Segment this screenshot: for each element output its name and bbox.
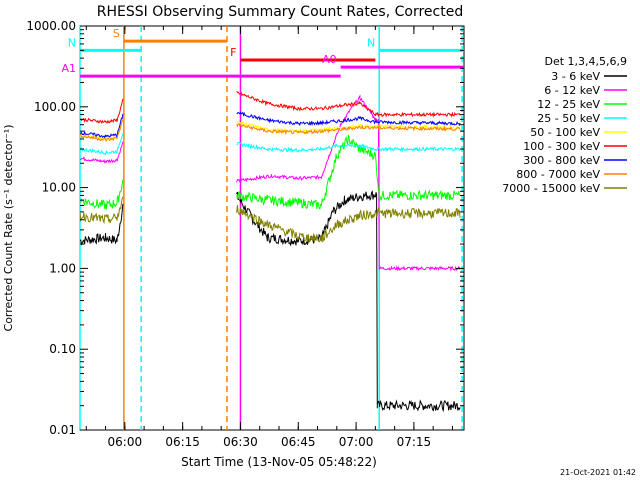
series-line xyxy=(80,113,124,139)
legend-entry: 800 - 7000 keV xyxy=(516,168,600,181)
series-line xyxy=(236,141,461,153)
x-tick-label: 06:15 xyxy=(165,435,200,449)
y-tick-label: 1.00 xyxy=(49,261,76,275)
x-tick-label: 07:15 xyxy=(397,435,432,449)
series-line xyxy=(236,189,461,413)
series-line xyxy=(236,134,461,210)
chart-title: RHESSI Observing Summary Count Rates, Co… xyxy=(97,4,463,20)
x-axis: 06:00 06:15 06:30 06:45 07:00 07:15 xyxy=(85,26,453,449)
legend-title: Det 1,3,4,5,6,9 xyxy=(544,55,627,68)
flag-label: F xyxy=(230,46,236,59)
legend-entry: 300 - 800 keV xyxy=(523,154,600,167)
series-line xyxy=(80,141,124,164)
series-line xyxy=(236,110,461,127)
series-line xyxy=(80,196,124,225)
series-line xyxy=(80,203,124,246)
flag-bars: S N N F A0 A1 xyxy=(61,27,464,78)
x-tick-label: 06:00 xyxy=(108,435,143,449)
series-line xyxy=(236,94,461,272)
flag-label: N xyxy=(68,36,76,49)
series-line xyxy=(80,119,124,142)
legend-entry: 100 - 300 keV xyxy=(523,140,600,153)
flag-label: S xyxy=(113,27,120,40)
y-tick-label: 100.00 xyxy=(34,100,76,114)
legend-entry: 3 - 6 keV xyxy=(551,70,600,83)
series-line xyxy=(80,179,124,210)
y-tick-label: 0.10 xyxy=(49,342,76,356)
series-line xyxy=(236,123,461,136)
y-tick-label: 10.00 xyxy=(42,181,76,195)
series-line xyxy=(80,98,124,124)
flag-label: A1 xyxy=(61,62,76,75)
x-tick-label: 07:00 xyxy=(339,435,374,449)
legend-entry: 6 - 12 keV xyxy=(544,84,600,97)
flag-label: N xyxy=(367,36,375,49)
legend-entry: 7000 - 15000 keV xyxy=(502,182,600,195)
x-axis-label: Start Time (13-Nov-05 05:48:22) xyxy=(181,455,377,469)
x-tick-label: 06:45 xyxy=(281,435,316,449)
x-tick-label: 06:30 xyxy=(223,435,258,449)
legend-entry: 12 - 25 keV xyxy=(537,98,600,111)
series-layer xyxy=(80,90,461,413)
flag-label: A0 xyxy=(322,53,337,66)
legend-entry: 25 - 50 keV xyxy=(537,112,600,125)
y-axis-label: Corrected Count Rate (s⁻¹ detector⁻¹) xyxy=(2,125,15,332)
y-axis: 0.01 0.10 1.00 10.00 100.00 1000.00 xyxy=(26,19,464,437)
legend-entry: 50 - 100 keV xyxy=(530,126,600,139)
series-line xyxy=(236,205,461,244)
series-line xyxy=(236,90,461,118)
series-line xyxy=(80,133,124,156)
y-tick-label: 1000.00 xyxy=(26,19,76,33)
footer-date: 21-Oct-2021 01:42 xyxy=(560,468,636,477)
y-tick-label: 0.01 xyxy=(49,423,76,437)
